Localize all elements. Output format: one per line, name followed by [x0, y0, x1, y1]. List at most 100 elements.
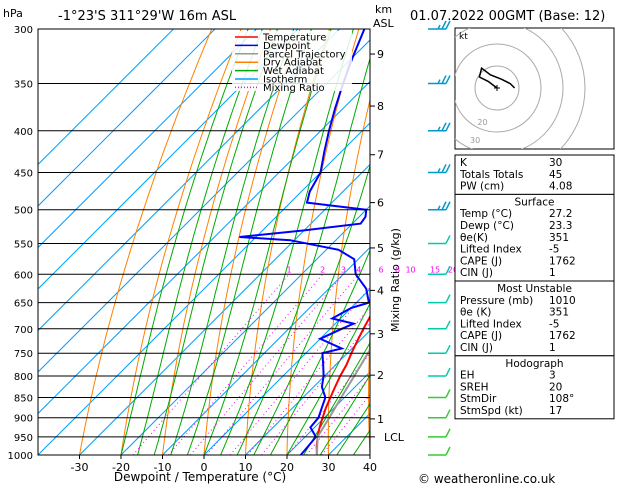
wind-barb-flag [445, 201, 451, 211]
index-value: 351 [549, 232, 569, 244]
km-tick-label: 9 [377, 48, 384, 61]
hodograph-ring-label: 20 [477, 118, 487, 127]
index-name: CAPE (J) [460, 330, 502, 342]
km-label: km [375, 3, 392, 16]
legend-label: Dewpoint [263, 41, 311, 52]
km-tick-label: 2 [377, 369, 384, 382]
index-value: 30 [549, 157, 562, 169]
pressure-tick-label: 300 [14, 25, 33, 36]
hodograph-ring [455, 28, 564, 149]
wind-barb [428, 265, 451, 276]
pressure-tick-label: 400 [14, 127, 33, 138]
wind-barb-half [437, 168, 441, 173]
index-name: PW (cm) [460, 181, 504, 193]
indices-section-title: Surface [514, 196, 554, 208]
isotherm-line [38, 29, 216, 207]
isotherm-line [38, 29, 257, 249]
wind-barb-flag [445, 122, 451, 132]
mixing-ratio-label: 8 [395, 265, 400, 274]
isotherm-line [203, 288, 370, 455]
index-name: CIN (J) [460, 342, 493, 354]
km-tick-label: 8 [377, 100, 384, 113]
index-name: StmSpd (kt) [460, 405, 523, 417]
wind-barb-flag [445, 75, 451, 84]
indices-surface-box [454, 193, 615, 282]
wind-barb-half [437, 126, 441, 132]
x-tick-label: 0 [201, 461, 208, 474]
hodograph-ring [559, 28, 586, 149]
x-tick-label: 20 [280, 461, 294, 474]
wind-barb-flag [445, 344, 451, 354]
isotherm-line [162, 246, 370, 455]
index-name: SREH [460, 381, 489, 393]
wind-barb [428, 320, 451, 330]
isotherm-line [245, 329, 370, 455]
indices-section-title: Most Unstable [497, 283, 572, 295]
mixing-ratio-axis-label: Mixing Ratio (g/kg) [389, 228, 402, 332]
wind-barb [428, 409, 451, 419]
indices-unstable-box [454, 280, 615, 357]
hodograph-ring [455, 43, 542, 133]
indices-top-box [454, 154, 615, 195]
x-tick-label: 40 [363, 461, 377, 474]
wind-barb [428, 164, 451, 174]
wind-barb-flag [441, 201, 447, 211]
km-tick-label: 6 [377, 197, 384, 210]
pressure-tick-label: 700 [14, 325, 33, 336]
index-value: 1 [549, 342, 556, 354]
index-value: 17 [549, 405, 562, 417]
hodograph: 203040kt [454, 27, 615, 150]
index-name: Lifted Index [460, 318, 522, 330]
hodograph-ring-label: 30 [470, 136, 480, 145]
legend-label: Parcel Trajectory [263, 49, 346, 60]
x-axis-label: Dewpoint / Temperature (°C) [114, 470, 286, 484]
hodograph-kt-label: kt [459, 32, 468, 42]
index-value: 20 [549, 381, 562, 393]
dry-adiabat [368, 325, 370, 455]
wet-adiabat [303, 341, 370, 455]
x-tick-label: -10 [154, 461, 172, 474]
legend-label: Temperature [262, 33, 326, 44]
wind-barb-flag [445, 294, 451, 303]
pressure-tick-label: 450 [14, 168, 33, 179]
pressure-tick-label: 600 [14, 270, 33, 281]
index-name: CIN (J) [460, 267, 493, 279]
x-tick-label: -30 [71, 461, 89, 474]
location-title: -1°23'S 311°29'W 16m ASL [58, 9, 237, 24]
index-value: 3 [549, 370, 556, 382]
index-name: StmDir [460, 393, 497, 405]
datetime-title: 01.07.2022 00GMT (Base: 12) [410, 9, 605, 24]
mixing-ratio-label: 20 [448, 265, 458, 274]
wet-adiabat [153, 29, 278, 455]
legend-label: Mixing Ratio [263, 83, 325, 94]
isotherm-line [38, 29, 340, 332]
hodograph-trace [478, 66, 516, 89]
wind-barb-flag [445, 409, 451, 419]
index-name: θe (K) [460, 307, 491, 319]
mixing-ratio-label: 1 [287, 265, 292, 274]
wind-barb [428, 294, 451, 304]
axes: 3003504004505005506006507007508008509009… [8, 25, 405, 474]
isotherm-line [38, 29, 299, 290]
pressure-tick-label: 750 [14, 349, 33, 360]
dry-adiabat [408, 29, 448, 455]
pressure-tick-label: 650 [14, 299, 33, 310]
wind-barbs [428, 20, 451, 456]
dry-adiabat [618, 29, 629, 455]
indices-table: K 30 Totals Totals 45 PW (cm) 4.08 SurfaceTemp… [454, 154, 615, 420]
pressure-tick-label: 900 [14, 414, 33, 425]
x-tick-label: -20 [112, 461, 130, 474]
wind-barb [428, 428, 451, 438]
plot-area: 12346810152025 [38, 28, 629, 456]
mixing-ratio-label: 15 [430, 265, 440, 274]
x-tick-label: 10 [239, 461, 253, 474]
wind-barb [428, 389, 451, 399]
wind-barb-flag [445, 265, 451, 275]
index-value: 45 [549, 169, 562, 181]
wind-barb [428, 344, 451, 354]
wind-barb-half [437, 24, 441, 30]
pressure-tick-label: 950 [14, 433, 33, 444]
isotherm-line [38, 122, 370, 455]
index-name: CAPE (J) [460, 255, 502, 267]
